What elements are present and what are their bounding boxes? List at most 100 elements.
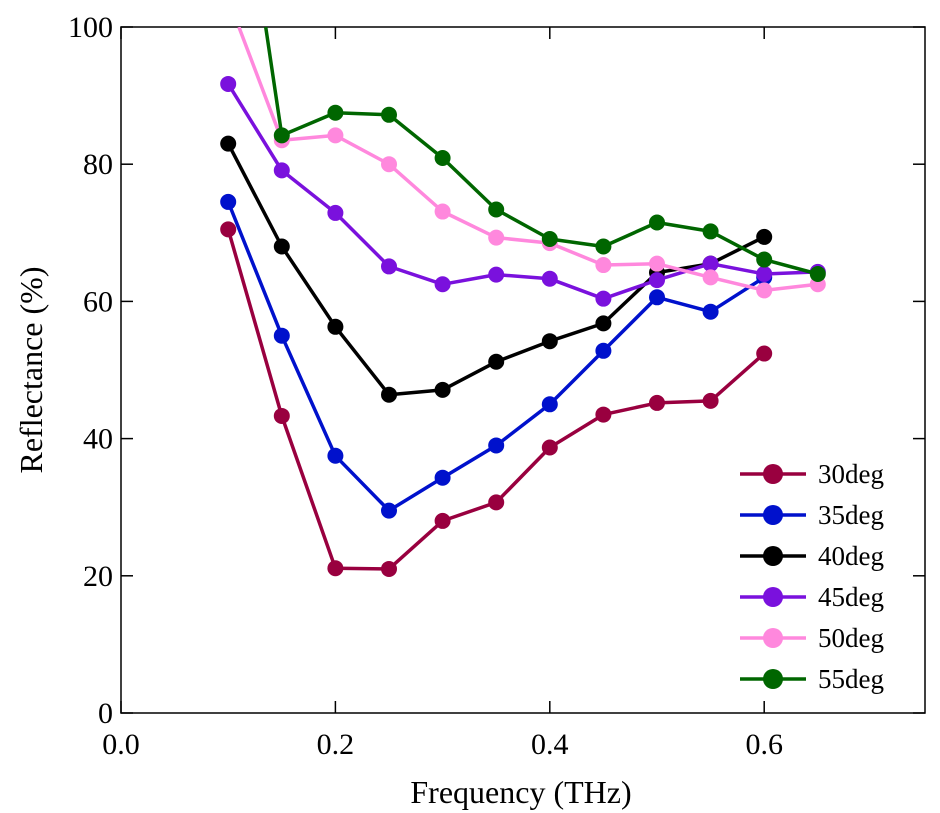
legend-marker: [763, 464, 783, 484]
legend-item: 55deg: [740, 664, 884, 694]
data-point: [756, 228, 773, 245]
legend-marker: [763, 669, 783, 689]
legend-item: 35deg: [740, 500, 884, 530]
series-line: [226, 82, 818, 301]
data-point: [434, 276, 451, 293]
legend-marker: [763, 587, 783, 607]
data-point: [381, 502, 397, 519]
data-point: [809, 265, 826, 282]
data-point: [327, 318, 344, 335]
data-point: [702, 255, 719, 272]
legend-label: 45deg: [818, 582, 884, 612]
data-point: [649, 214, 665, 231]
data-point: [488, 229, 505, 246]
data-point: [434, 150, 451, 167]
data-point: [434, 381, 451, 398]
legend-marker: [763, 505, 783, 525]
data-point: [381, 258, 397, 275]
series-30deg: [220, 221, 773, 577]
data-point: [595, 257, 612, 274]
series-45deg: [220, 75, 826, 307]
axis-tick-labels: 0.0 0.2 0.4 0.6 0 20 40 60 80 100: [68, 11, 783, 761]
legend-item: 50deg: [740, 623, 884, 653]
x-tick-label: 0.6: [745, 728, 783, 761]
series-55deg: [263, 27, 826, 282]
y-axis-label: Reflectance (%): [13, 267, 49, 474]
data-point: [756, 251, 773, 268]
data-point: [220, 75, 237, 92]
data-point: [488, 266, 505, 283]
data-point: [702, 223, 719, 240]
data-point: [649, 255, 665, 272]
data-point: [595, 238, 612, 255]
data-point: [756, 265, 773, 282]
data-point: [595, 406, 612, 423]
data-point: [273, 238, 290, 255]
x-tick-label: 0.4: [531, 728, 569, 761]
data-point: [488, 201, 505, 218]
data-point: [595, 342, 612, 359]
data-point: [327, 127, 344, 144]
series-35deg: [220, 193, 773, 519]
data-point: [756, 282, 773, 299]
data-point: [488, 437, 505, 454]
data-point: [702, 303, 719, 320]
data-point: [488, 353, 505, 370]
data-point: [381, 156, 397, 173]
data-point: [541, 439, 558, 456]
data-point: [381, 106, 397, 123]
data-point: [702, 392, 719, 409]
data-point: [434, 469, 451, 486]
legend-item: 45deg: [740, 582, 884, 612]
data-point: [595, 290, 612, 307]
data-point: [649, 289, 665, 306]
data-point: [756, 345, 773, 362]
data-point: [327, 447, 344, 464]
x-tick-label: 0.0: [102, 728, 140, 761]
data-point: [541, 396, 558, 413]
data-point: [273, 407, 290, 424]
y-tick-label: 80: [83, 148, 113, 181]
data-point: [649, 394, 665, 411]
data-point: [434, 512, 451, 529]
data-point: [381, 560, 397, 577]
x-tick-label: 0.2: [317, 728, 355, 761]
data-point: [541, 230, 558, 247]
data-point: [434, 203, 451, 220]
legend-item: 40deg: [740, 541, 884, 571]
legend-label: 55deg: [818, 664, 884, 694]
legend-marker: [763, 628, 783, 648]
x-axis-label: Frequency (THz): [410, 774, 631, 810]
data-point: [220, 193, 237, 210]
data-point: [327, 104, 344, 121]
legend-label: 35deg: [818, 500, 884, 530]
data-point: [595, 315, 612, 332]
legend-item: 30deg: [740, 459, 884, 489]
legend: 30deg 35deg 40deg 45deg 50deg 55deg: [740, 459, 884, 694]
legend-label: 30deg: [818, 459, 884, 489]
y-tick-label: 20: [83, 560, 113, 593]
plot-area: [220, 27, 826, 577]
data-point: [488, 494, 505, 511]
data-point: [327, 560, 344, 577]
data-point: [273, 127, 290, 144]
data-point: [381, 386, 397, 403]
data-point: [541, 270, 558, 287]
data-point: [541, 333, 558, 350]
y-tick-label: 40: [83, 423, 113, 456]
series-line: [237, 27, 818, 293]
data-point: [702, 269, 719, 286]
legend-label: 40deg: [818, 541, 884, 571]
plot-frame: [120, 26, 926, 714]
y-tick-label: 100: [68, 11, 113, 44]
data-point: [649, 272, 665, 289]
data-point: [220, 135, 237, 152]
y-tick-label: 60: [83, 285, 113, 318]
data-point: [220, 221, 237, 238]
legend-label: 50deg: [818, 623, 884, 653]
series-50deg: [237, 27, 826, 299]
series-line: [263, 27, 819, 276]
legend-marker: [763, 546, 783, 566]
y-tick-label: 0: [98, 697, 113, 730]
